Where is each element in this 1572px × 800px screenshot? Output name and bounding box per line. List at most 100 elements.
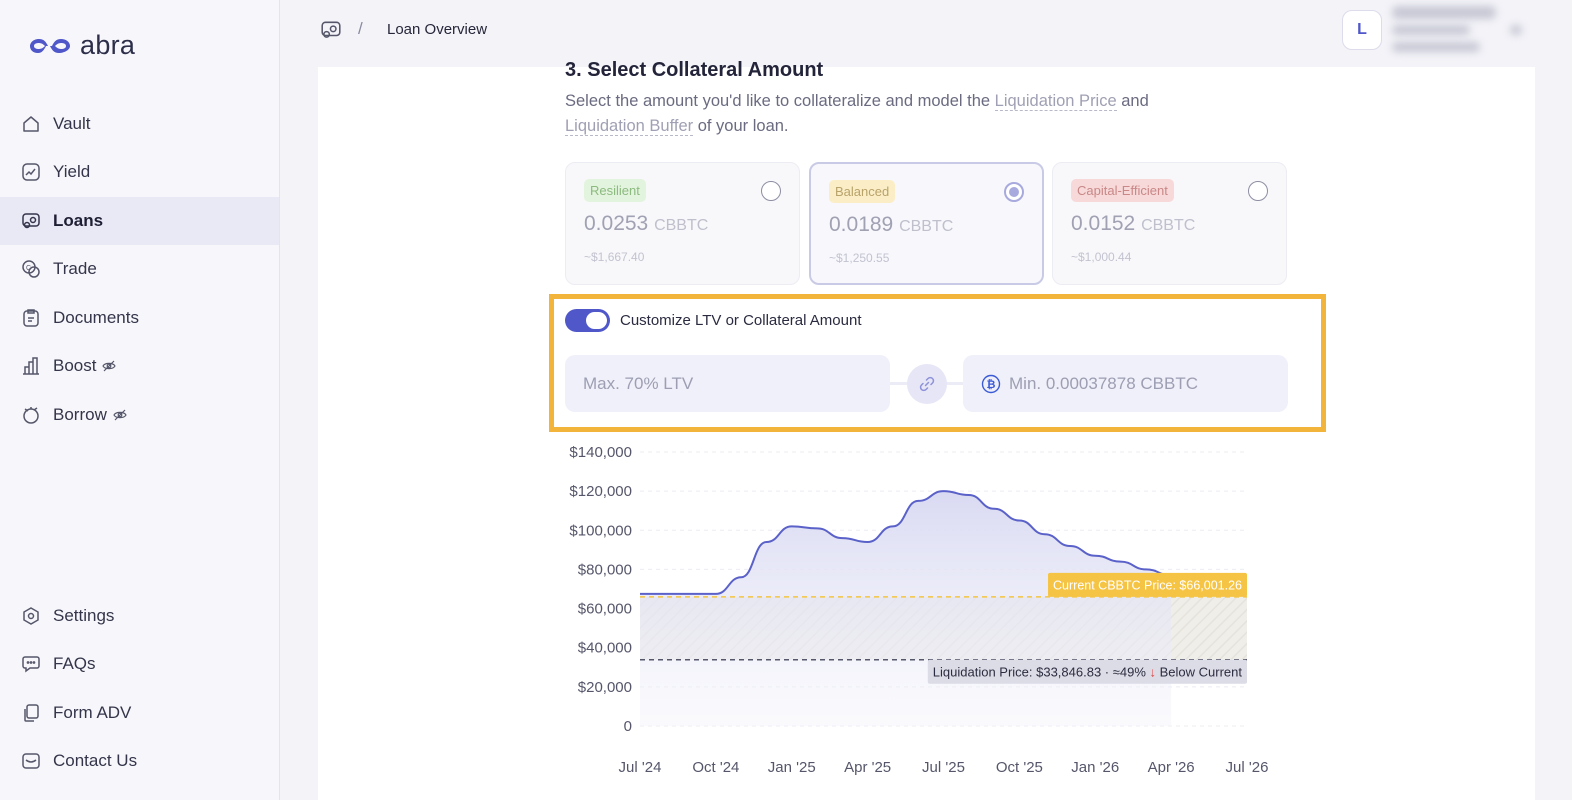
mail-icon [21,751,41,771]
y-tick-label: $120,000 [569,483,632,500]
plan-radio-selected[interactable] [1004,182,1024,202]
sidebar-item-loans[interactable]: Loans [0,197,279,245]
brand-name: abra [80,30,136,60]
sidebar-item-label: Borrow [53,405,107,424]
abra-logo-icon [30,38,70,53]
y-tick-label: $100,000 [569,522,632,539]
plan-amount-unit: CBBTC [1141,217,1196,234]
step-title: 3. Select Collateral Amount [565,59,824,81]
sidebar-item-yield[interactable]: Yield [0,148,279,196]
eye-off-icon [102,359,117,373]
collateral-input[interactable] [963,355,1288,412]
loan-icon[interactable] [320,19,342,41]
x-tick-label: Jan '26 [1071,759,1119,776]
sidebar-item-settings[interactable]: Settings [0,592,279,640]
sidebar-item-documents[interactable]: Documents [0,294,279,342]
price-area [640,491,1172,726]
svg-text:C: C [26,265,31,272]
x-axis: Jul '24 Oct '24 Jan '25 Apr '25 Jul '25 Oct '… [619,759,1269,776]
trending-icon [21,162,41,182]
plan-amount-value: 0.0253 [584,212,649,235]
x-tick-label: Jan '25 [768,759,816,776]
plan-amount: 0.0189 CBBTC [829,213,1024,237]
liquidation-price-label-text: Liquidation Price: $33,846.83 · ≈49% ↓ B… [933,664,1243,679]
account-name-redacted [1392,6,1496,19]
x-tick-label: Jul '24 [619,759,662,776]
loan-icon [21,211,41,231]
sidebar-item-label: Form ADV [53,703,132,722]
chat-icon [21,654,41,674]
liquidation-price-label: Liquidation Price: $33,846.83 · ≈49% ↓ B… [927,659,1247,684]
sidebar-item-contact-us[interactable]: Contact Us [0,737,279,785]
y-tick-label: 0 [624,718,632,735]
plan-badge: Balanced [829,180,896,203]
sidebar-item-label: FAQs [53,654,96,673]
breadcrumb-separator: / [358,19,363,38]
plan-card-resilient[interactable]: Resilient 0.0253 CBBTC ~$1,667.40 [565,162,800,285]
plan-usd-value: ~$1,000.44 [1071,250,1132,264]
borrow-icon [21,405,41,425]
liquidation-price-link[interactable]: Liquidation Price [994,92,1117,111]
x-tick-label: Apr '25 [844,759,891,776]
y-tick-label: $60,000 [578,601,632,618]
sidebar: abra Vault Yield Loans C Trade Documents [0,0,280,800]
plan-amount-unit: CBBTC [654,217,709,234]
bar-chart-icon [21,356,41,376]
sidebar-item-label: Yield [53,162,91,181]
customize-toggle-label: Customize LTV or Collateral Amount [620,312,862,329]
desc-text: of your loan. [693,117,789,135]
plan-radio[interactable] [761,181,781,201]
plan-amount: 0.0152 CBBTC [1071,212,1268,236]
liquidation-buffer-link[interactable]: Liquidation Buffer [565,117,694,136]
y-tick-label: $40,000 [578,640,632,657]
sidebar-item-vault[interactable]: Vault [0,100,279,148]
sidebar-item-label: Trade [53,259,97,278]
sidebar-item-form-adv[interactable]: Form ADV [0,689,279,737]
plan-card-capital-efficient[interactable]: Capital-Efficient 0.0152 CBBTC ~$1,000.4… [1052,162,1287,285]
plan-usd-value: ~$1,250.55 [829,251,890,265]
settings-icon [21,606,41,626]
brand-logo[interactable]: abra [28,30,135,61]
plan-amount-unit: CBBTC [899,218,954,235]
desc-text: Select the amount you'd like to collater… [565,92,995,110]
ltv-input[interactable] [565,355,890,412]
x-tick-label: Jul '25 [922,759,965,776]
plan-amount-value: 0.0189 [829,213,894,236]
home-icon [21,114,41,134]
liquidation-label-suffix: Below Current [1156,664,1242,679]
sidebar-item-borrow[interactable]: Borrow [0,391,279,439]
sidebar-item-label: Loans [53,211,104,230]
chevron-down-icon[interactable] [1510,25,1522,35]
sidebar-item-boost[interactable]: Boost [0,342,279,390]
page-title: Loan Overview [387,21,488,38]
clipboard-icon [21,308,41,328]
x-tick-label: Jul '26 [1226,759,1269,776]
customize-toggle[interactable] [565,309,610,332]
plan-card-balanced[interactable]: Balanced 0.0189 CBBTC ~$1,250.55 [809,162,1044,285]
avatar[interactable]: L [1342,10,1382,50]
current-price-label: Current CBBTC Price: $66,001.26 [1048,572,1247,597]
link-toggle-button[interactable] [907,364,947,404]
x-tick-label: Oct '25 [996,759,1043,776]
x-tick-label: Apr '26 [1148,759,1195,776]
sidebar-item-trade[interactable]: C Trade [0,245,279,293]
plan-badge: Resilient [584,179,646,202]
plan-radio[interactable] [1248,181,1268,201]
sidebar-item-label: Settings [53,606,115,625]
current-price-label-text: Current CBBTC Price: $66,001.26 [1053,578,1242,592]
bitcoin-icon: ₿ [981,374,1001,394]
trade-icon: C [21,259,41,279]
sidebar-item-label: Boost [53,356,97,375]
pages-icon [21,703,41,723]
y-tick-label: $80,000 [578,561,632,578]
account-id-redacted [1392,42,1480,52]
plan-amount: 0.0253 CBBTC [584,212,781,236]
plan-badge: Capital-Efficient [1071,179,1174,202]
y-tick-label: $20,000 [578,679,632,696]
sidebar-item-label: Vault [53,114,91,133]
desc-text: and [1116,92,1149,110]
sidebar-item-label: Documents [53,308,139,327]
sidebar-item-faqs[interactable]: FAQs [0,640,279,688]
plan-amount-value: 0.0152 [1071,212,1136,235]
